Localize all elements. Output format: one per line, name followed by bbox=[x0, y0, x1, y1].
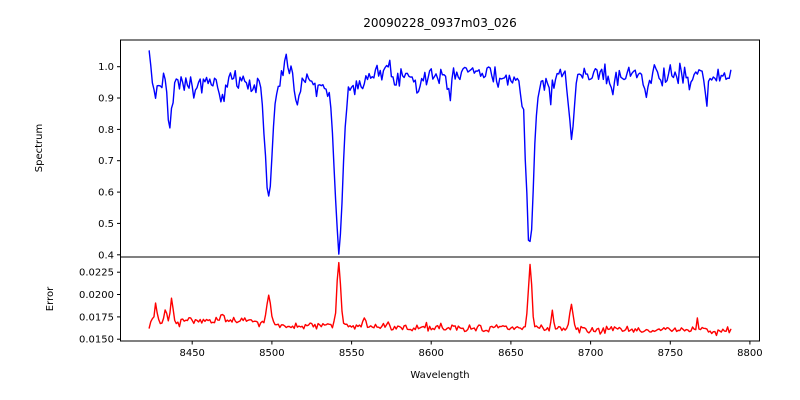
axis-ticks: 8450 8500 8550 8600 8650 8700 8750 8800 0.4 0.5 0.… bbox=[79, 62, 763, 359]
error-y-tick-label: 0.0200 bbox=[79, 290, 114, 301]
spectrum-y-tick-label: 1.0 bbox=[98, 62, 114, 73]
spectrum-y-tick-label: 0.9 bbox=[98, 94, 114, 105]
x-tick-label: 8800 bbox=[737, 348, 762, 359]
x-tick-label: 8750 bbox=[658, 348, 683, 359]
x-tick-label: 8600 bbox=[418, 348, 443, 359]
spectrum-path bbox=[148, 50, 732, 255]
x-tick-label: 8450 bbox=[179, 348, 204, 359]
x-tick-label: 8500 bbox=[259, 348, 284, 359]
spectrum-y-tick-label: 0.6 bbox=[98, 188, 114, 199]
error-y-tick-label: 0.0175 bbox=[79, 312, 114, 323]
spectrum-line bbox=[148, 50, 732, 255]
error-line bbox=[148, 261, 732, 337]
spectrum-y-tick-label: 0.5 bbox=[98, 219, 114, 230]
x-axis-label: Wavelength bbox=[410, 370, 469, 381]
x-tick-label: 8550 bbox=[339, 348, 364, 359]
chart-title: 20090228_0937m03_026 bbox=[363, 16, 516, 30]
data-lines bbox=[148, 50, 732, 337]
spectrum-y-tick-label: 0.7 bbox=[98, 156, 114, 167]
error-y-tick-label: 0.0225 bbox=[79, 268, 114, 279]
error-y-axis-label: Error bbox=[45, 286, 56, 311]
error-y-tick-label: 0.0150 bbox=[79, 335, 114, 346]
x-tick-label: 8650 bbox=[498, 348, 523, 359]
spectrum-y-tick-label: 0.4 bbox=[98, 250, 114, 261]
error-panel-border bbox=[120, 256, 760, 342]
spectrum-y-axis-label: Spectrum bbox=[34, 124, 45, 172]
x-tick-label: 8700 bbox=[578, 348, 603, 359]
spectrum-y-tick-label: 0.8 bbox=[98, 125, 114, 136]
error-path bbox=[148, 261, 732, 337]
